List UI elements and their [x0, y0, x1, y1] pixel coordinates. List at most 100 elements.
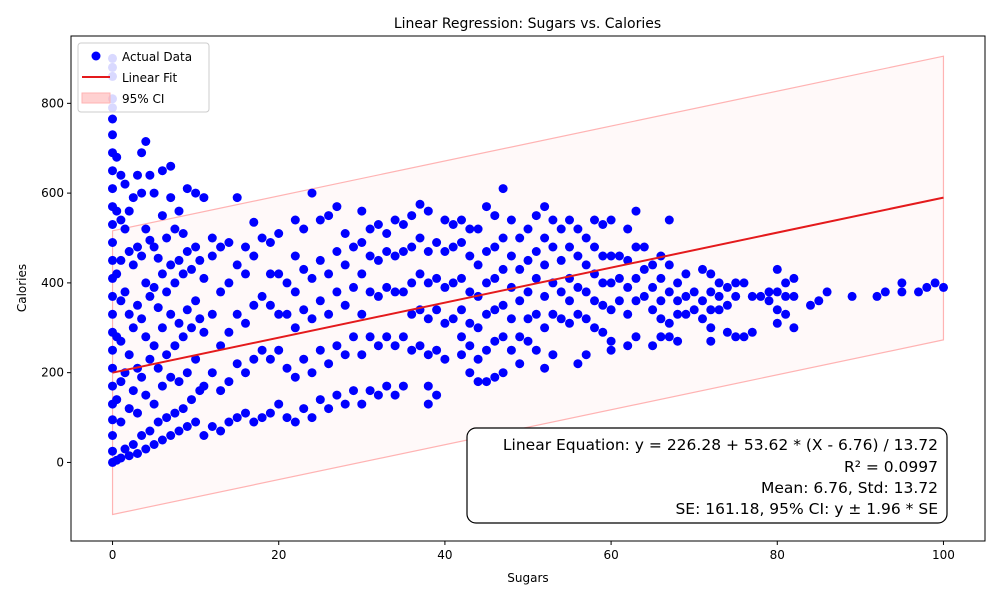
legend-band-marker	[81, 92, 111, 104]
data-point	[382, 381, 392, 391]
data-point	[108, 184, 117, 194]
data-point	[706, 287, 716, 297]
data-point	[324, 309, 334, 319]
data-point	[664, 215, 674, 225]
data-point	[365, 287, 375, 297]
data-point	[598, 300, 608, 310]
data-point	[631, 273, 641, 283]
data-point	[133, 300, 142, 310]
data-point	[141, 224, 151, 234]
data-point	[930, 278, 940, 288]
data-point	[224, 327, 234, 337]
data-point	[216, 287, 226, 297]
data-point	[315, 255, 325, 265]
data-point	[415, 233, 425, 243]
data-point	[581, 260, 591, 270]
data-point	[373, 390, 383, 400]
data-point	[490, 211, 500, 221]
data-point	[216, 341, 226, 351]
data-point	[108, 220, 117, 229]
data-point	[299, 404, 309, 414]
data-point	[191, 417, 201, 427]
data-point	[207, 251, 217, 261]
legend-band-label: 95% CI	[122, 92, 164, 106]
data-point	[540, 260, 550, 270]
data-point	[340, 260, 350, 270]
data-point	[506, 345, 516, 355]
data-point	[914, 287, 923, 297]
data-point	[307, 413, 317, 423]
data-point	[120, 444, 130, 454]
legend-scatter-marker	[91, 51, 101, 61]
data-point	[257, 413, 267, 423]
data-point	[432, 273, 442, 283]
data-point	[373, 291, 383, 301]
data-point	[482, 309, 491, 319]
data-point	[157, 269, 167, 279]
data-point	[108, 345, 117, 355]
data-point	[506, 314, 516, 324]
data-point	[590, 215, 599, 225]
data-point	[731, 291, 741, 301]
data-point	[423, 350, 433, 360]
data-point	[182, 305, 192, 315]
data-point	[124, 350, 134, 360]
data-point	[465, 368, 475, 378]
data-point	[170, 341, 180, 351]
data-point	[590, 323, 599, 333]
data-point	[847, 291, 857, 301]
data-point	[170, 408, 180, 418]
data-point	[498, 233, 508, 243]
data-point	[789, 323, 799, 333]
data-point	[290, 372, 300, 382]
y-tick-label: 0	[56, 455, 64, 469]
data-point	[195, 314, 205, 324]
data-point	[465, 318, 475, 328]
data-point	[133, 170, 142, 180]
data-point	[506, 251, 516, 261]
y-tick-label: 600	[41, 186, 64, 200]
data-point	[120, 287, 130, 297]
data-point	[714, 278, 724, 288]
data-point	[207, 422, 217, 431]
data-point	[315, 215, 325, 225]
data-point	[506, 215, 516, 225]
data-point	[174, 318, 184, 328]
data-point	[939, 282, 948, 292]
data-point	[623, 282, 633, 292]
data-point	[457, 332, 466, 342]
data-point	[340, 399, 350, 409]
data-point	[490, 242, 500, 252]
data-point	[415, 269, 425, 279]
data-point	[274, 309, 284, 319]
data-point	[781, 278, 791, 288]
x-tick-label: 100	[932, 548, 955, 562]
data-point	[332, 341, 342, 351]
data-point	[282, 278, 292, 288]
data-point	[349, 386, 358, 396]
data-point	[124, 247, 134, 256]
annotation-box: Linear Equation: y = 226.28 + 53.62 * (X…	[466, 427, 948, 524]
data-point	[722, 327, 732, 337]
data-point	[573, 251, 583, 261]
data-point	[465, 287, 475, 297]
data-point	[398, 247, 408, 256]
data-point	[482, 278, 491, 288]
data-point	[639, 264, 649, 274]
data-point	[390, 390, 400, 400]
data-point	[108, 415, 117, 425]
data-point	[648, 282, 658, 292]
data-point	[349, 242, 358, 252]
data-point	[108, 255, 117, 265]
data-point	[515, 359, 525, 369]
data-point	[290, 287, 300, 297]
data-point	[531, 345, 541, 355]
data-point	[598, 327, 608, 337]
data-point	[182, 184, 192, 194]
data-point	[623, 341, 633, 351]
data-point	[482, 345, 491, 355]
data-point	[349, 282, 358, 292]
data-point	[457, 273, 466, 283]
data-point	[764, 287, 774, 297]
